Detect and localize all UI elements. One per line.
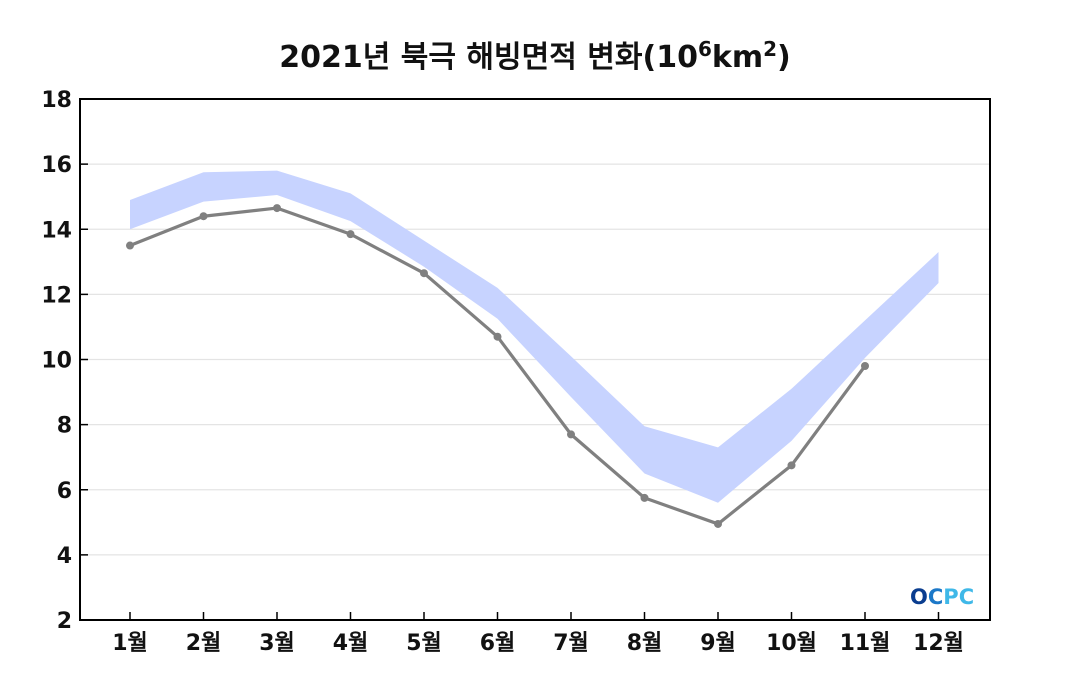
data-point — [714, 519, 722, 528]
data-point — [126, 241, 134, 250]
x-tick-label: 1월 — [112, 631, 148, 656]
x-tick-label: 8월 — [627, 631, 663, 656]
y-tick-label: 16 — [41, 153, 72, 178]
y-tick-label: 10 — [41, 349, 72, 374]
data-point — [567, 430, 575, 439]
x-axis: 1월 2월 3월 4월 5월 6월 7월 8월 9월 10월 11월 12월 — [112, 612, 964, 656]
data-point — [787, 461, 796, 470]
logo-text: OCPC — [910, 585, 974, 609]
data-point — [420, 269, 428, 278]
x-tick-label: 6월 — [480, 631, 516, 656]
y-tick-label: 2 — [57, 609, 72, 634]
y-tick-label: 18 — [41, 88, 72, 113]
data-point — [861, 362, 869, 371]
x-tick-label: 2월 — [186, 631, 222, 656]
x-tick-label: 4월 — [333, 631, 369, 656]
series-2021-points — [126, 204, 869, 528]
normal-range-band — [130, 170, 939, 503]
x-tick-label: 5월 — [406, 631, 442, 656]
y-tick-label: 12 — [41, 283, 72, 308]
x-tick-label: 3월 — [259, 631, 295, 656]
x-tick-label: 10월 — [766, 631, 817, 656]
data-point — [199, 212, 208, 221]
ocpc-logo: OCPC — [910, 585, 974, 609]
y-tick-label: 6 — [57, 479, 72, 504]
data-point — [640, 493, 649, 502]
data-point — [273, 204, 281, 213]
data-point — [493, 332, 502, 341]
x-tick-label: 12월 — [913, 631, 964, 656]
x-tick-label: 11월 — [840, 631, 891, 656]
data-point — [346, 230, 355, 239]
chart-title: 2021년 북극 해빙면적 변화(106km2) — [279, 37, 791, 75]
y-axis: 2 4 6 8 10 12 14 16 18 — [41, 88, 88, 634]
series-2021-line — [129, 206, 867, 526]
y-tick-label: 14 — [41, 218, 72, 243]
y-tick-label: 8 — [57, 414, 72, 439]
x-tick-label: 9월 — [700, 631, 736, 656]
x-tick-label: 7월 — [553, 631, 589, 656]
y-tick-label: 4 — [57, 544, 72, 569]
